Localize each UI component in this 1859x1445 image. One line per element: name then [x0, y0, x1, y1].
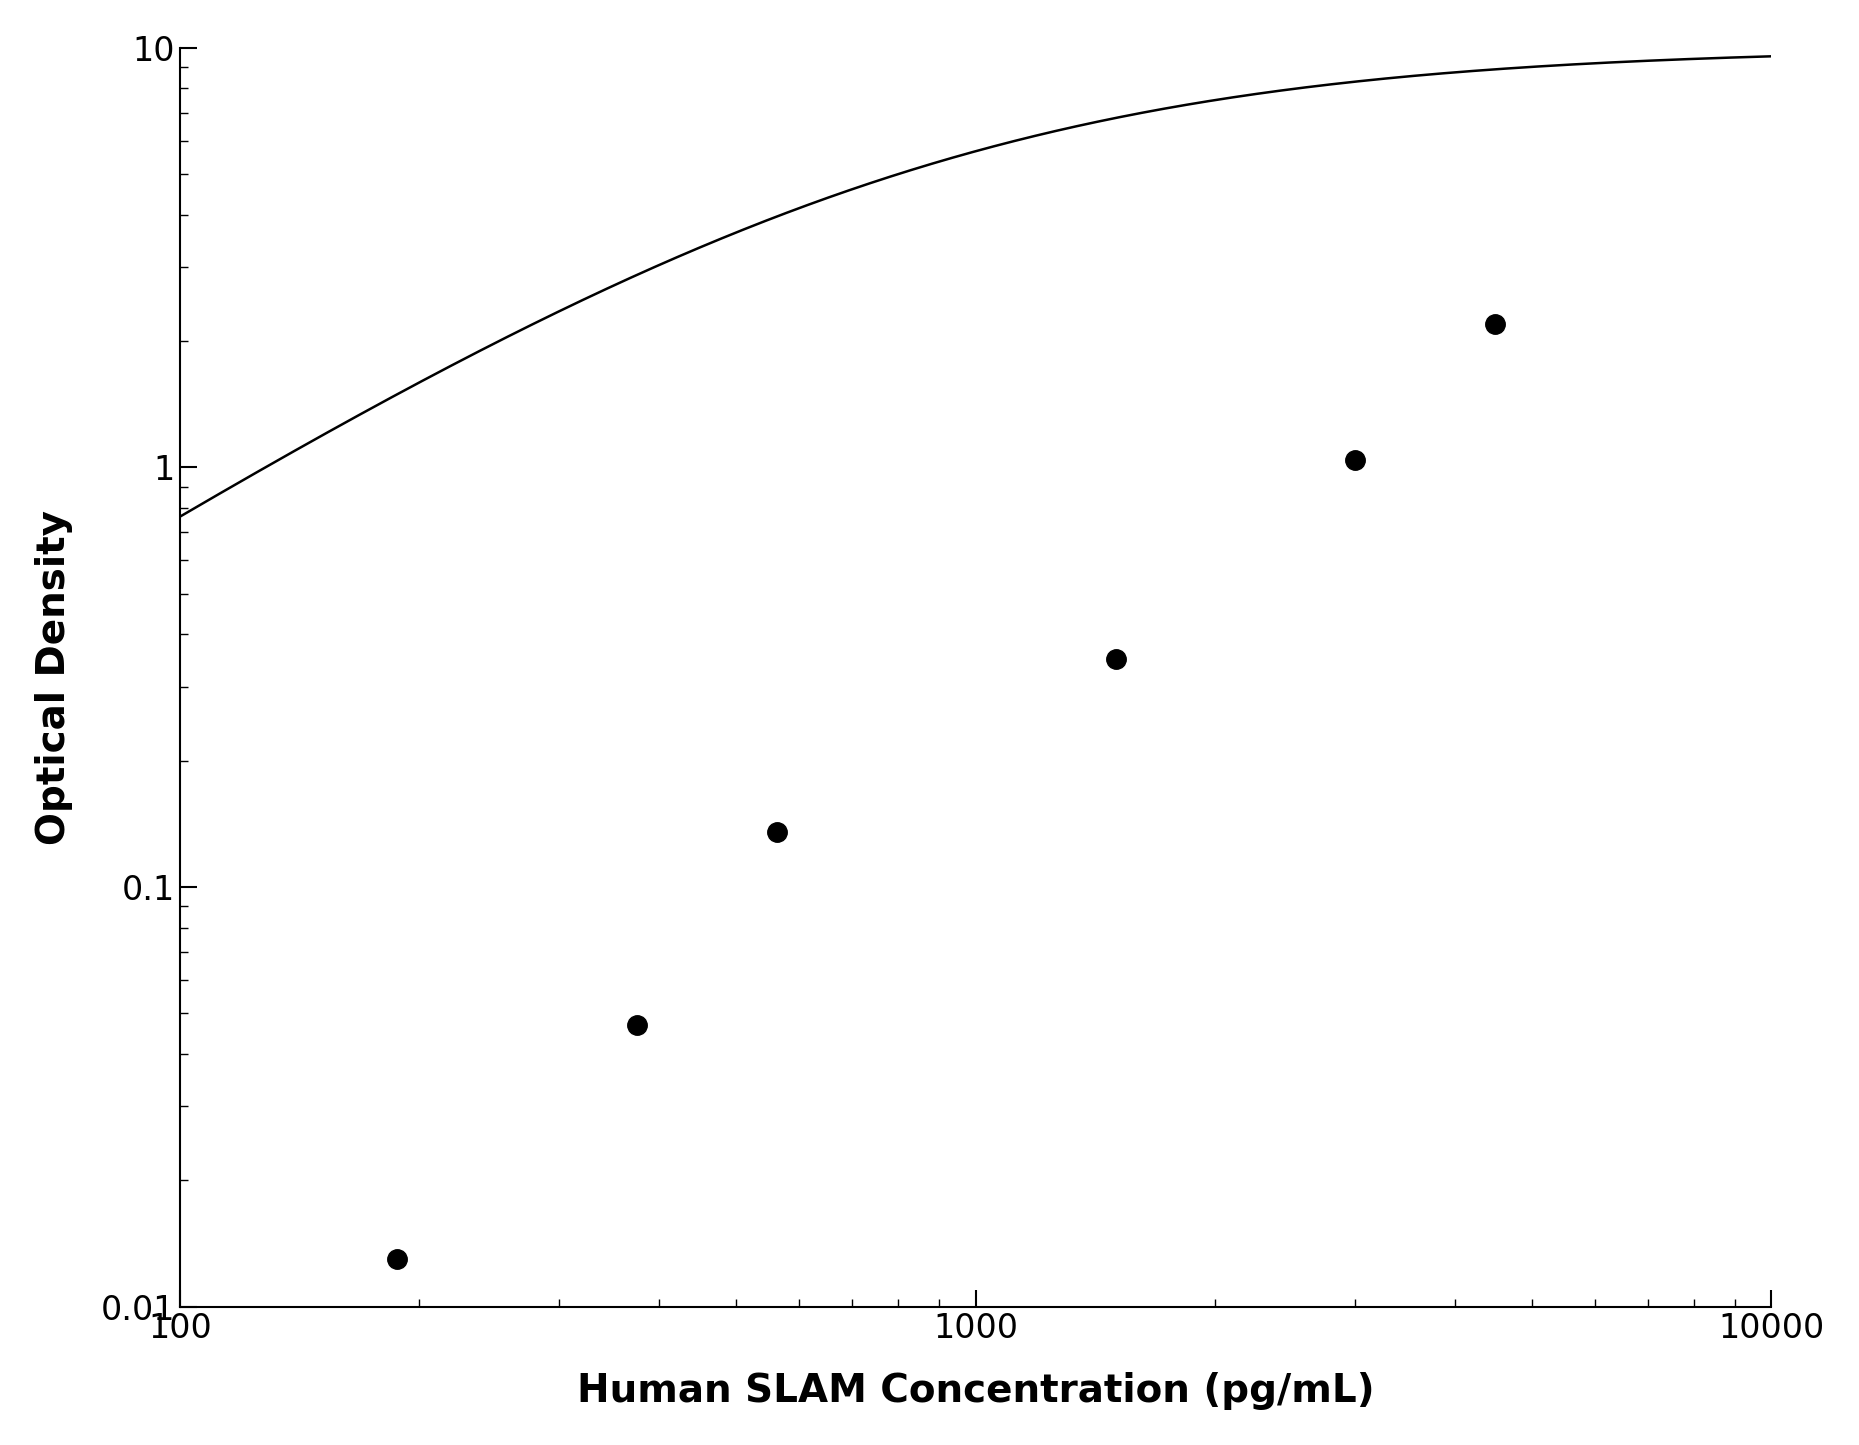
- Point: [383, 1247, 413, 1270]
- Point: [1340, 448, 1370, 471]
- X-axis label: Human SLAM Concentration (pg/mL): Human SLAM Concentration (pg/mL): [576, 1373, 1374, 1410]
- Point: [1480, 312, 1510, 335]
- Point: [762, 821, 792, 844]
- Point: [1101, 647, 1130, 670]
- Point: [621, 1013, 651, 1036]
- Y-axis label: Optical Density: Optical Density: [35, 510, 73, 845]
